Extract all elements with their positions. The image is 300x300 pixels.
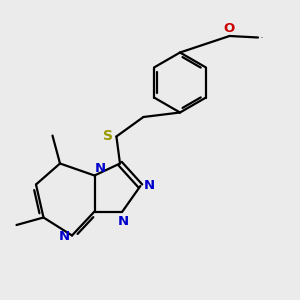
Text: O: O <box>224 22 235 34</box>
Text: S: S <box>103 129 113 143</box>
Text: N: N <box>58 230 70 243</box>
Text: OCH₃: OCH₃ <box>261 37 265 38</box>
Text: N: N <box>95 162 106 175</box>
Text: N: N <box>117 215 129 228</box>
Text: N: N <box>143 179 155 192</box>
